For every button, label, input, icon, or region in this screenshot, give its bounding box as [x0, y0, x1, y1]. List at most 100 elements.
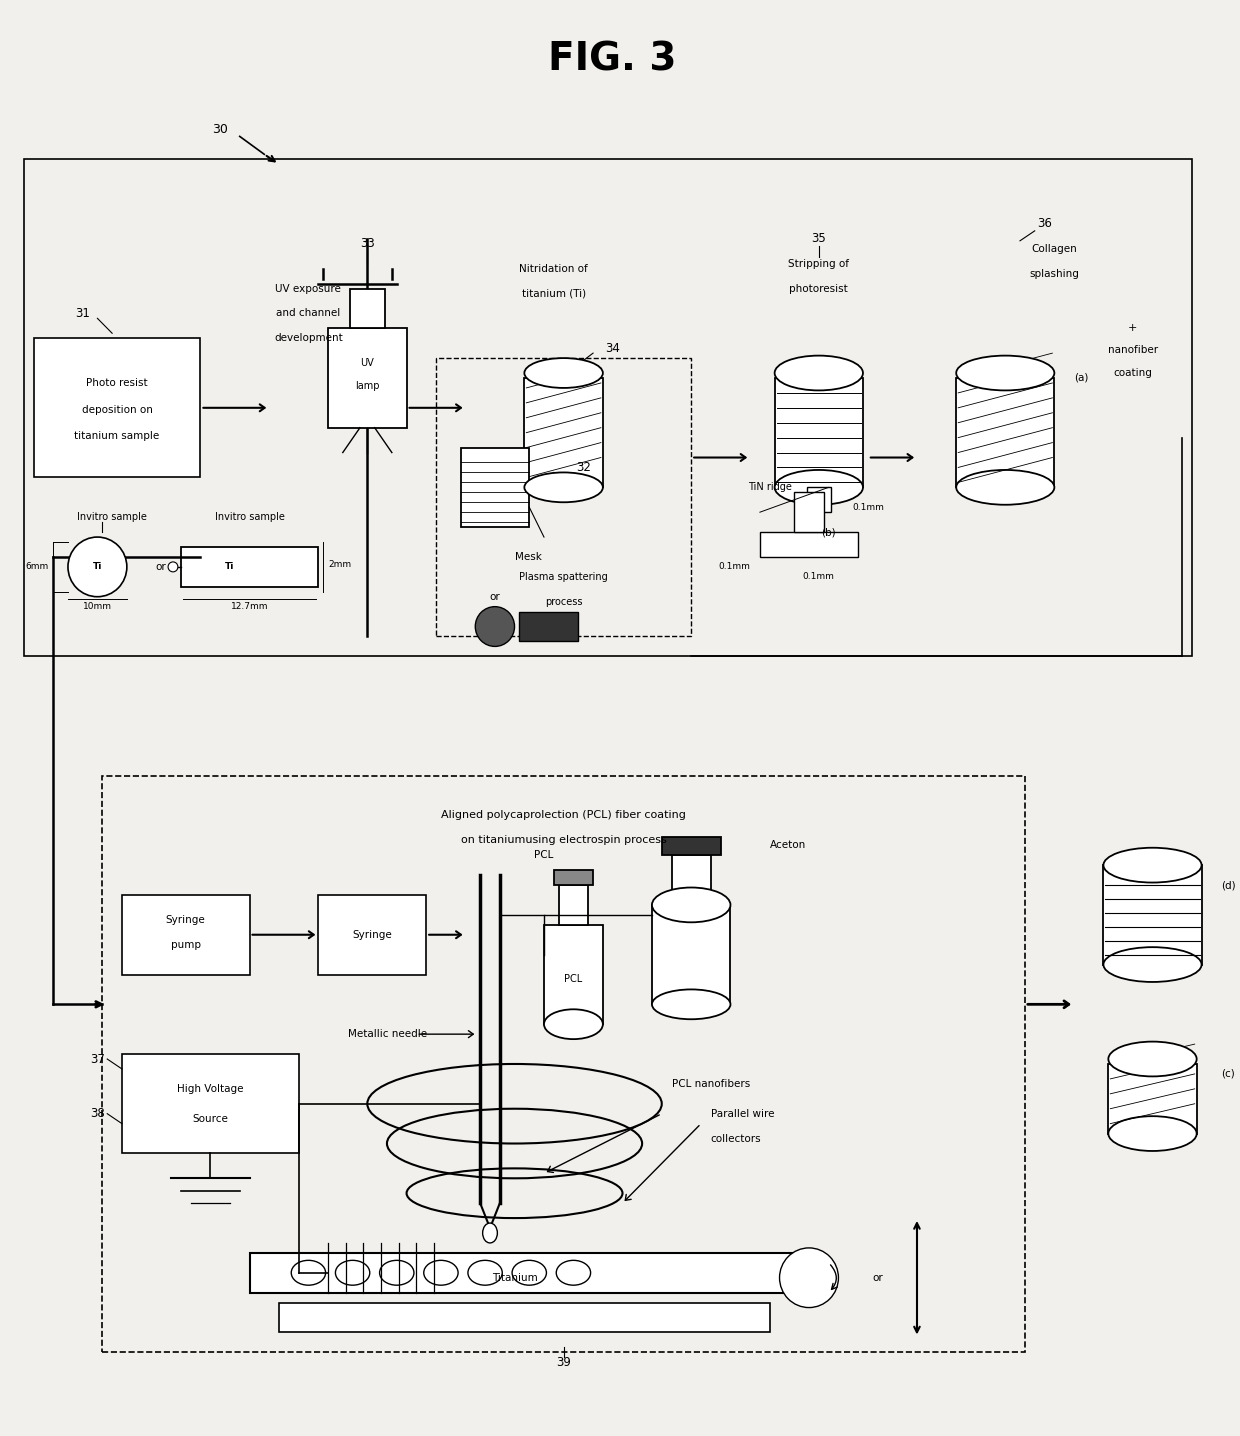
Text: on titaniumusing electrospin process: on titaniumusing electrospin process — [461, 836, 666, 846]
Text: (a): (a) — [1074, 373, 1089, 383]
Text: Parallel wire: Parallel wire — [711, 1109, 774, 1119]
Text: process: process — [544, 597, 583, 606]
Bar — [181, 547, 319, 587]
Ellipse shape — [1104, 847, 1202, 883]
Bar — [319, 895, 427, 975]
Text: 39: 39 — [557, 1356, 572, 1369]
Text: PCL: PCL — [534, 850, 554, 860]
Text: or: or — [156, 561, 166, 572]
Text: Plasma spattering: Plasma spattering — [520, 572, 608, 582]
Text: Nitridation of: Nitridation of — [520, 264, 588, 274]
Ellipse shape — [525, 472, 603, 503]
Text: 12.7mm: 12.7mm — [231, 602, 268, 612]
Ellipse shape — [652, 989, 730, 1020]
Text: photoresist: photoresist — [790, 283, 848, 293]
Text: 37: 37 — [91, 1053, 105, 1066]
Text: UV: UV — [361, 358, 374, 368]
Text: Invitro sample: Invitro sample — [77, 513, 148, 523]
Text: PCL: PCL — [564, 975, 583, 985]
Text: Syringe: Syringe — [166, 915, 206, 925]
Text: Mesk: Mesk — [515, 551, 542, 561]
Text: or: or — [490, 592, 500, 602]
Text: (d): (d) — [1221, 880, 1236, 890]
Circle shape — [169, 561, 177, 572]
Text: Metallic needle: Metallic needle — [347, 1030, 427, 1040]
Bar — [1104, 864, 1202, 965]
Text: collectors: collectors — [711, 1133, 761, 1143]
Text: 32: 32 — [575, 461, 590, 474]
Bar — [795, 493, 823, 533]
Text: development: development — [274, 333, 342, 343]
Bar — [350, 289, 384, 329]
Ellipse shape — [956, 470, 1054, 504]
Bar — [460, 448, 529, 527]
Bar — [554, 870, 593, 885]
Text: Invitro sample: Invitro sample — [215, 513, 284, 523]
Text: Ti: Ti — [93, 563, 102, 572]
Text: deposition on: deposition on — [82, 405, 153, 415]
Bar — [662, 837, 720, 856]
Ellipse shape — [544, 1010, 603, 1040]
Text: splashing: splashing — [1029, 269, 1079, 279]
Text: PCL nanofibers: PCL nanofibers — [672, 1078, 750, 1088]
Bar — [279, 1302, 770, 1333]
Ellipse shape — [956, 356, 1054, 391]
Bar — [760, 533, 858, 557]
Text: and channel: and channel — [277, 309, 341, 319]
Text: 2mm: 2mm — [329, 560, 351, 570]
Ellipse shape — [525, 358, 603, 388]
Bar — [329, 329, 407, 428]
Bar — [1109, 1064, 1197, 1133]
Text: High Voltage: High Voltage — [177, 1084, 243, 1094]
Text: 0.1mm: 0.1mm — [802, 573, 835, 582]
Text: 35: 35 — [811, 233, 826, 246]
Text: pump: pump — [171, 939, 201, 949]
Text: 0.1mm: 0.1mm — [718, 563, 750, 572]
Bar — [436, 358, 691, 636]
Bar — [775, 378, 863, 487]
Text: titanium sample: titanium sample — [74, 431, 160, 441]
Text: FIG. 3: FIG. 3 — [548, 40, 677, 79]
Text: 36: 36 — [1037, 217, 1052, 230]
Text: Photo resist: Photo resist — [87, 378, 148, 388]
Text: 0.1mm: 0.1mm — [852, 503, 884, 511]
Text: +: + — [1128, 323, 1137, 333]
Bar — [652, 905, 730, 1004]
Bar — [807, 487, 831, 513]
Ellipse shape — [482, 1223, 497, 1244]
Text: 6mm: 6mm — [25, 563, 48, 572]
Text: 30: 30 — [212, 123, 228, 136]
Text: lamp: lamp — [355, 381, 379, 391]
Bar — [249, 1252, 799, 1292]
Bar — [103, 775, 1025, 1353]
Text: Ti: Ti — [226, 563, 234, 572]
Text: 38: 38 — [91, 1107, 105, 1120]
Text: 10mm: 10mm — [83, 602, 112, 612]
Text: Collagen: Collagen — [1032, 244, 1078, 254]
Text: UV exposure: UV exposure — [275, 283, 341, 293]
Bar — [559, 885, 588, 925]
Text: Syringe: Syringe — [352, 929, 392, 939]
Text: Stripping of: Stripping of — [789, 258, 849, 269]
Text: titanium (Ti): titanium (Ti) — [522, 289, 585, 299]
Ellipse shape — [1109, 1041, 1197, 1077]
Circle shape — [68, 537, 126, 597]
Bar — [525, 378, 603, 487]
Text: (c): (c) — [1221, 1068, 1235, 1078]
Bar — [672, 856, 711, 890]
Text: or: or — [872, 1272, 883, 1282]
Bar — [544, 925, 603, 1024]
Text: 34: 34 — [605, 342, 620, 355]
Text: Source: Source — [192, 1114, 228, 1123]
Bar — [122, 895, 249, 975]
Text: 31: 31 — [76, 307, 91, 320]
Ellipse shape — [775, 470, 863, 504]
Text: Titanium: Titanium — [492, 1272, 537, 1282]
Ellipse shape — [1104, 948, 1202, 982]
Circle shape — [475, 606, 515, 646]
Bar — [33, 339, 201, 477]
Text: 33: 33 — [360, 237, 374, 250]
Bar — [24, 159, 1192, 656]
Text: (b): (b) — [821, 527, 836, 537]
Bar — [956, 378, 1054, 487]
